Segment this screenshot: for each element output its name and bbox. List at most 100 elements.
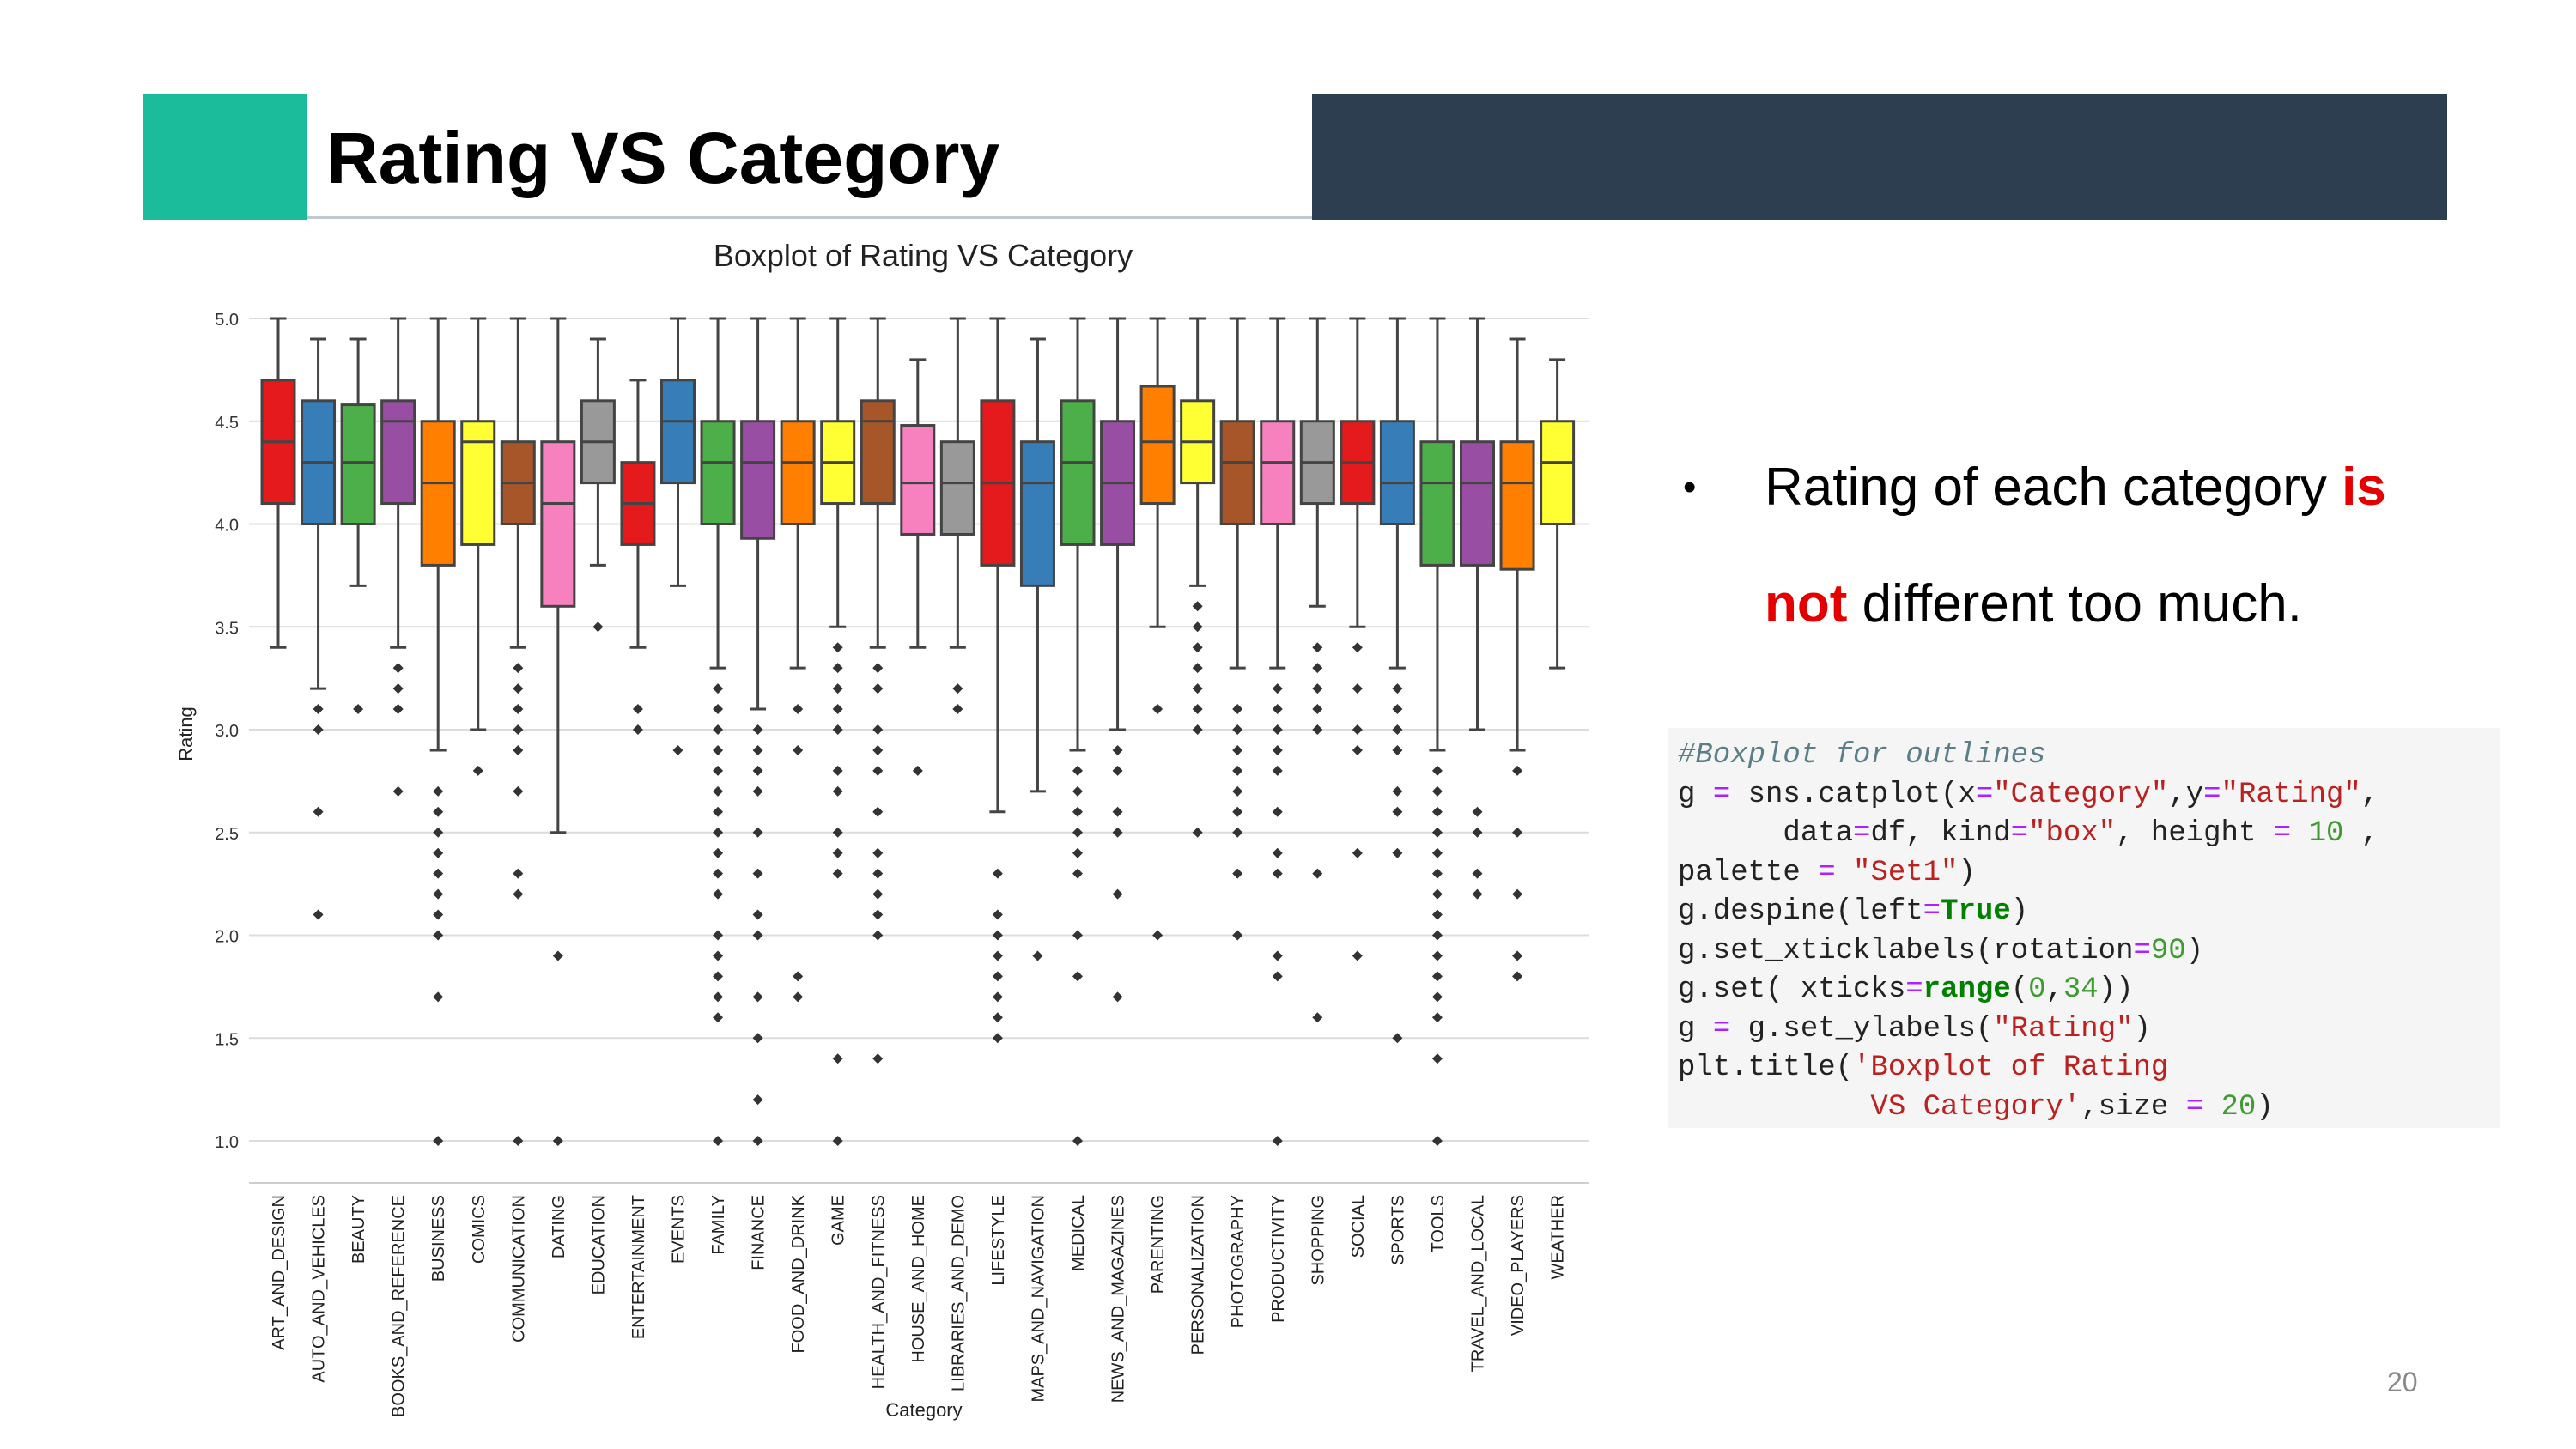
- code-token: )): [2098, 973, 2134, 1006]
- box: [1019, 440, 1055, 587]
- box: [1139, 385, 1176, 506]
- outlier-point: [1431, 765, 1443, 776]
- outlier-point: [713, 1012, 724, 1023]
- outlier-point: [992, 991, 1003, 1003]
- outlier-point: [1392, 744, 1403, 755]
- outlier-point: [713, 847, 724, 858]
- code-token: ): [2133, 1012, 2151, 1046]
- outlier-point: [1392, 724, 1403, 735]
- code-token: palette: [1678, 856, 1819, 889]
- code-token: #Boxplot for outlines: [1678, 739, 2046, 772]
- outlier-point: [713, 930, 724, 941]
- code-token: "box": [2028, 817, 2117, 850]
- code-token: VS Category': [1678, 1090, 2081, 1124]
- outlier-point: [592, 621, 604, 633]
- outlier-point: [513, 704, 524, 715]
- outlier-point: [433, 785, 444, 797]
- outlier-point: [433, 991, 444, 1003]
- x-tick-label: BUSINESS: [429, 1195, 448, 1282]
- outlier-point: [1431, 806, 1443, 817]
- outlier-point: [1312, 663, 1323, 674]
- code-token: =: [2010, 817, 2029, 850]
- box: [1260, 420, 1296, 525]
- outlier-point: [872, 847, 884, 858]
- outlier-point: [513, 1136, 524, 1146]
- outlier-point: [1072, 971, 1083, 982]
- outlier-point: [752, 909, 763, 920]
- x-tick-label: LIFESTYLE: [989, 1195, 1008, 1286]
- outlier-point: [992, 1033, 1003, 1044]
- x-tick-label: TOOLS: [1429, 1195, 1448, 1252]
- code-token: 10: [2291, 817, 2344, 850]
- outlier-point: [713, 971, 724, 982]
- outlier-point: [433, 827, 444, 838]
- x-axis-label: Category: [885, 1399, 962, 1421]
- outlier-point: [713, 950, 724, 961]
- outlier-point: [832, 683, 843, 694]
- code-token: True: [1941, 895, 2011, 928]
- x-tick-label: SOCIAL: [1349, 1195, 1368, 1258]
- outlier-point: [1472, 868, 1483, 879]
- outlier-point: [992, 950, 1003, 961]
- outlier-point: [1431, 930, 1443, 941]
- outlier-point: [832, 642, 843, 653]
- x-tick-label: GAME: [829, 1195, 848, 1246]
- code-line: data=df, kind="box", height = 10 ,: [1678, 815, 2490, 854]
- x-tick-label: LIBRARIES_AND_DEMO: [949, 1195, 968, 1391]
- box: [900, 424, 936, 536]
- y-tick-label: 5.0: [215, 311, 239, 330]
- code-line: g = sns.catplot(x="Category",y="Rating",: [1678, 776, 2490, 815]
- code-token: (: [2010, 973, 2029, 1006]
- outlier-point: [1112, 827, 1123, 838]
- outlier-point: [1232, 930, 1243, 941]
- outlier-point: [1272, 1136, 1283, 1146]
- x-tick-label: TRAVEL_AND_LOCAL: [1469, 1195, 1488, 1372]
- outlier-point: [713, 991, 724, 1003]
- box: [660, 379, 696, 485]
- code-token: g.set_xticklabels(rotation: [1678, 934, 2134, 967]
- code-token: "Rating": [2221, 778, 2361, 811]
- code-token: range: [1923, 973, 2011, 1006]
- code-token: ,y: [2168, 778, 2204, 811]
- code-token: ): [2256, 1090, 2274, 1124]
- outlier-point: [832, 663, 843, 674]
- outlier-point: [793, 991, 804, 1003]
- outlier-point: [1392, 806, 1403, 817]
- outlier-point: [872, 930, 884, 941]
- outlier-point: [832, 1053, 843, 1064]
- code-token: =: [1905, 973, 1923, 1006]
- outlier-point: [1312, 724, 1323, 735]
- x-tick-label: BEAUTY: [349, 1195, 368, 1264]
- x-tick-label: HEALTH_AND_FITNESS: [869, 1195, 888, 1389]
- outlier-point: [1472, 806, 1483, 817]
- header-dark-bar: [1312, 94, 2447, 220]
- box: [1060, 399, 1096, 546]
- outlier-point: [672, 744, 683, 755]
- outlier-point: [952, 704, 963, 715]
- outlier-point: [1352, 724, 1363, 735]
- outlier-point: [1512, 888, 1523, 900]
- outlier-point: [392, 704, 404, 715]
- outlier-point: [1472, 888, 1483, 900]
- outlier-point: [1112, 744, 1123, 755]
- outlier-point: [1392, 847, 1403, 858]
- bullet-highlight-is: is: [2342, 458, 2386, 517]
- outlier-point: [872, 765, 884, 776]
- x-tick-label: VIDEO_PLAYERS: [1509, 1195, 1528, 1336]
- code-token: ): [2185, 934, 2204, 967]
- outlier-point: [1512, 827, 1523, 838]
- box: [780, 420, 816, 525]
- title-accent-block: [143, 94, 307, 220]
- outlier-point: [1112, 806, 1123, 817]
- outlier-point: [1072, 806, 1083, 817]
- slide-title: Rating VS Category: [326, 118, 1000, 198]
- code-token: =: [2273, 817, 2292, 850]
- outlier-point: [513, 724, 524, 735]
- code-token: 34: [2063, 973, 2099, 1006]
- outlier-point: [1392, 1033, 1403, 1044]
- outlier-point: [313, 909, 324, 920]
- x-tick-label: PRODUCTIVITY: [1269, 1195, 1288, 1323]
- code-token: =: [1818, 856, 1836, 889]
- outlier-point: [1352, 950, 1363, 961]
- code-token: =: [1923, 895, 1941, 928]
